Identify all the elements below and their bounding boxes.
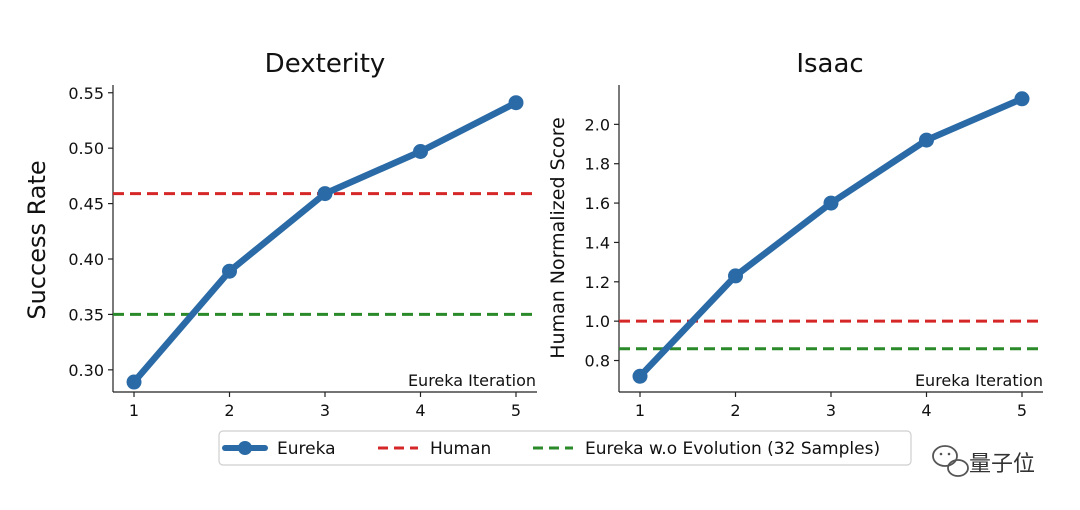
x-tick-label: 1 — [129, 401, 139, 420]
y-tick-label: 1.8 — [585, 155, 610, 174]
y-tick-label: 0.8 — [585, 352, 610, 371]
y-tick-label: 0.50 — [68, 139, 104, 158]
series-line-eureka — [636, 95, 1026, 380]
wechat-icon — [932, 445, 969, 477]
data-point — [1014, 91, 1030, 107]
chart-title: Dexterity — [265, 49, 386, 79]
y-tick-label: 2.0 — [585, 115, 610, 134]
y-tick-label: 0.30 — [68, 361, 104, 380]
chart-isaac: Isaac Human Normalized Score Eureka Iter… — [547, 49, 1043, 420]
legend-marker-eureka — [238, 441, 252, 455]
watermark: 量子位 — [932, 445, 1035, 477]
x-tick-label: 5 — [1017, 401, 1027, 420]
x-tick-label: 2 — [224, 401, 234, 420]
series-line-eureka — [130, 99, 520, 386]
y-tick-label: 0.45 — [68, 195, 104, 214]
data-point — [823, 195, 839, 211]
x-tick-label: 2 — [730, 401, 740, 420]
y-tick-label: 0.55 — [68, 84, 104, 103]
data-point — [412, 143, 428, 159]
x-axis-label: Eureka Iteration — [915, 371, 1043, 390]
x-tick-label: 4 — [415, 401, 425, 420]
y-tick-label: 1.0 — [585, 312, 610, 331]
plot-area: 0.8 1.0 1.2 1.4 1.6 1.8 2.0 1 2 3 4 5 — [585, 85, 1043, 420]
legend-label-eureka: Eureka — [277, 439, 336, 459]
legend-label-no-evolution: Eureka w.o Evolution (32 Samples) — [585, 439, 880, 459]
legend-label-human: Human — [430, 439, 491, 459]
legend-item-no-evolution: Eureka w.o Evolution (32 Samples) — [533, 439, 880, 459]
x-tick-label: 3 — [320, 401, 330, 420]
chart-dexterity: Dexterity Success Rate Eureka Iteration … — [23, 49, 537, 420]
y-tick-label: 1.4 — [585, 233, 610, 252]
x-axis-label: Eureka Iteration — [408, 371, 536, 390]
y-tick-label: 0.40 — [68, 250, 104, 269]
y-axis-label: Human Normalized Score — [547, 117, 569, 359]
watermark-text: 量子位 — [969, 452, 1035, 477]
y-axis-label: Success Rate — [23, 160, 51, 319]
data-point — [918, 132, 934, 148]
x-tick-label: 1 — [635, 401, 645, 420]
data-point — [126, 374, 142, 390]
y-tick-label: 1.2 — [585, 273, 610, 292]
data-point — [222, 263, 238, 279]
y-tick-label: 1.6 — [585, 194, 610, 213]
chart-title: Isaac — [796, 49, 863, 79]
x-tick-label: 3 — [826, 401, 836, 420]
legend: Eureka Human Eureka w.o Evolution (32 Sa… — [218, 430, 912, 466]
legend-item-eureka: Eureka — [222, 439, 336, 459]
plot-area: 0.30 0.35 0.40 0.45 0.50 0.55 1 2 3 4 5 — [68, 84, 537, 420]
data-point — [728, 268, 744, 284]
x-tick-label: 4 — [921, 401, 931, 420]
y-tick-label: 0.35 — [68, 305, 104, 324]
x-tick-label: 5 — [511, 401, 521, 420]
data-point — [317, 186, 333, 202]
legend-item-human: Human — [378, 439, 491, 459]
data-point — [632, 368, 648, 384]
data-point — [508, 95, 524, 111]
